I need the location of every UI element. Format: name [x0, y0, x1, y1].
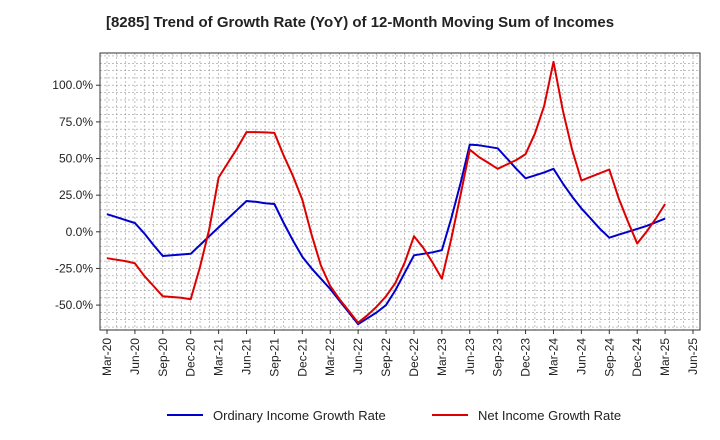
- x-tick-label: Dec-21: [295, 338, 309, 377]
- x-tick-label: Mar-24: [546, 338, 560, 376]
- legend-label-ordinary-income: Ordinary Income Growth Rate: [213, 407, 386, 423]
- x-tick-label: Mar-25: [658, 338, 672, 376]
- legend-swatch-ordinary-income: [167, 414, 203, 416]
- x-tick-label: Jun-24: [574, 338, 588, 375]
- y-tick-label: 75.0%: [59, 115, 93, 129]
- y-tick-label: 50.0%: [59, 152, 93, 166]
- y-tick-label: 25.0%: [59, 188, 93, 202]
- x-tick-label: Dec-24: [630, 338, 644, 377]
- plot-background: [100, 53, 700, 330]
- x-tick-label: Dec-23: [519, 338, 533, 377]
- x-tick-label: Sep-24: [602, 338, 616, 377]
- legend-item-ordinary-income: Ordinary Income Growth Rate: [167, 405, 386, 425]
- legend: Ordinary Income Growth Rate Net Income G…: [0, 405, 720, 425]
- x-tick-label: Jun-23: [463, 338, 477, 375]
- y-tick-label: 100.0%: [52, 78, 93, 92]
- plot-frame: [99, 52, 701, 331]
- x-tick-label: Mar-23: [435, 338, 449, 376]
- y-tick-label: -25.0%: [55, 261, 93, 275]
- line-chart: -50.0% -25.0% 0.0% 25.0% 50.0% 75.0% 100.0% Mar…: [52, 52, 701, 377]
- chart-title: [8285] Trend of Growth Rate (YoY) of 12-…: [105, 14, 615, 31]
- y-tick-label: -50.0%: [55, 298, 93, 312]
- legend-item-net-income: Net Income Growth Rate: [432, 405, 621, 425]
- x-tick-label: Mar-22: [323, 338, 337, 376]
- x-tick-label: Mar-21: [212, 338, 226, 376]
- x-tick-label: Dec-22: [407, 338, 421, 377]
- x-tick-label: Jun-21: [240, 338, 254, 375]
- grid-lines: [100, 53, 700, 330]
- legend-swatch-net-income: [432, 414, 468, 416]
- x-tick-label: Jun-25: [686, 338, 700, 375]
- x-tick-label: Jun-20: [128, 338, 142, 375]
- y-tick-label: 0.0%: [66, 225, 94, 239]
- axis-labels: -50.0% -25.0% 0.0% 25.0% 50.0% 75.0% 100.0% Mar…: [52, 78, 700, 376]
- legend-label-net-income: Net Income Growth Rate: [478, 407, 622, 423]
- series-line-net-income: [106, 60, 666, 324]
- x-tick-label: Jun-22: [351, 338, 365, 375]
- x-tick-label: Mar-20: [100, 338, 114, 376]
- x-tick-label: Sep-20: [156, 338, 170, 377]
- x-tick-label: Sep-22: [379, 338, 393, 377]
- series-lines: [106, 60, 666, 326]
- x-tick-label: Dec-20: [184, 338, 198, 377]
- series-line-ordinary-income: [106, 143, 666, 326]
- x-tick-label: Sep-23: [491, 338, 505, 377]
- x-tick-label: Sep-21: [267, 338, 281, 377]
